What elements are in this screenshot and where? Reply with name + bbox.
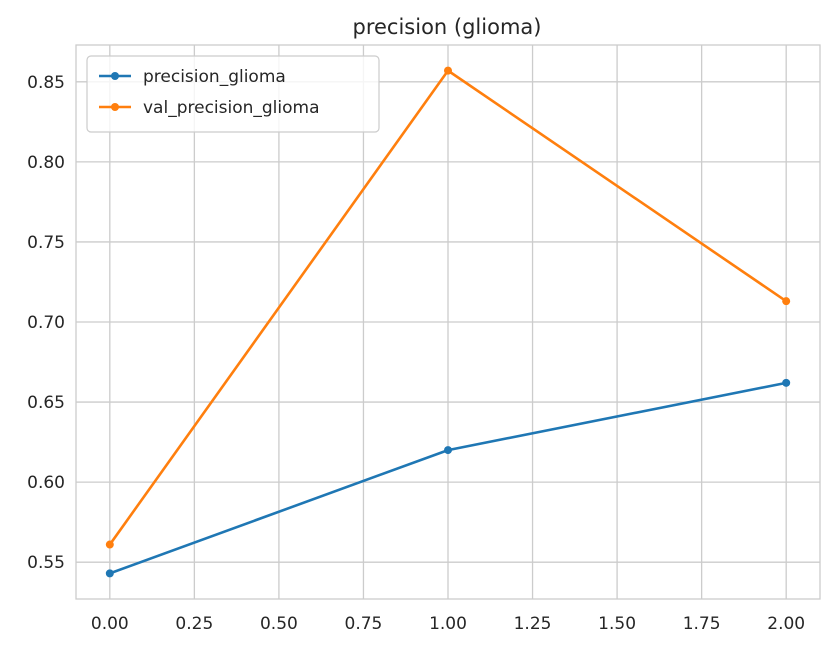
legend-swatch-marker [111, 72, 119, 80]
legend-label: precision_glioma [143, 67, 286, 87]
x-tick-label: 1.75 [683, 614, 721, 634]
data-point [782, 297, 791, 306]
x-tick-label: 1.50 [598, 614, 636, 634]
series-val_precision_glioma [105, 66, 791, 549]
series-precision_glioma [105, 378, 791, 578]
x-tick-label: 2.00 [767, 614, 805, 634]
data-point [782, 378, 791, 387]
y-tick-label: 0.55 [27, 553, 65, 573]
y-axis-ticks: 0.55 0.60 0.65 0.70 0.75 0.80 0.85 [27, 73, 65, 573]
x-tick-label: 0.50 [260, 614, 298, 634]
data-point [444, 446, 452, 455]
legend-item: precision_glioma [99, 67, 286, 87]
legend-box [86, 55, 380, 133]
y-tick-label: 0.85 [27, 73, 65, 93]
x-tick-label: 1.25 [514, 614, 552, 634]
legend-label: val_precision_glioma [143, 98, 320, 118]
legend-item: val_precision_glioma [99, 98, 320, 118]
grid [76, 45, 820, 599]
y-tick-label: 0.70 [27, 313, 65, 333]
y-tick-label: 0.80 [27, 153, 65, 173]
x-tick-label: 0.25 [175, 614, 213, 634]
x-tick-label: 1.00 [429, 614, 467, 634]
data-point [105, 569, 114, 578]
data-point [444, 66, 452, 75]
legend: precision_glioma val_precision_glioma [86, 55, 380, 133]
data-point [105, 540, 114, 549]
x-tick-label: 0.00 [91, 614, 129, 634]
x-axis-ticks: 0.00 0.25 0.50 0.75 1.00 1.25 1.50 1.75 2.00 [91, 614, 805, 634]
y-tick-label: 0.75 [27, 233, 65, 253]
y-tick-label: 0.65 [27, 393, 65, 413]
chart-title: precision (glioma) [353, 15, 542, 39]
x-tick-label: 0.75 [345, 614, 383, 634]
y-tick-label: 0.60 [27, 473, 65, 493]
legend-swatch-marker [111, 103, 119, 111]
series [105, 66, 791, 578]
plot-frame [75, 44, 821, 600]
